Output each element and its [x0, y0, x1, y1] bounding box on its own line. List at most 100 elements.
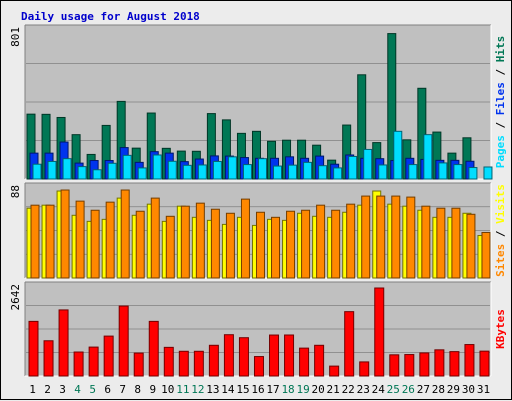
bar-sites-day-1 [30, 204, 40, 279]
x-tick-day-15: 15 [236, 383, 249, 396]
x-tick-day-11: 11 [176, 383, 189, 396]
y-max-label: 2642 [9, 284, 22, 311]
bar-pages-day-20 [318, 165, 328, 180]
panel-kbytes: 2642 KBytes [9, 281, 507, 377]
bar-sites-day-12 [195, 202, 205, 279]
bar-sites-day-6 [105, 201, 115, 279]
x-tick-day-26: 26 [402, 383, 415, 396]
x-axis-day-labels: 1 2 3 4 5 6 7 8 9 10 11 12 13 14 15 16 17 18 19 20 21 22 23 24 2… [29, 383, 490, 396]
bar-kbytes-day-25 [389, 354, 400, 377]
bar-pages-day-25 [393, 130, 403, 180]
bar-pages-day-15 [242, 164, 252, 180]
legend-item-sites: Sites [494, 244, 507, 277]
y-max-label: 88 [9, 185, 22, 198]
legend-item-hits: Hits [494, 36, 507, 63]
bar-kbytes-day-29 [449, 351, 460, 377]
bar-sites-day-21 [331, 209, 341, 279]
x-tick-day-9: 9 [149, 383, 156, 396]
bar-pages-day-11 [182, 164, 192, 180]
chart-panels: 801 Pages / Files / Hits 88 Sites / Visits 2… [9, 24, 507, 377]
bar-kbytes-day-30 [464, 344, 475, 377]
bar-kbytes-day-15 [238, 337, 249, 377]
bar-kbytes-day-22 [344, 311, 355, 377]
bar-pages-day-26 [408, 164, 418, 180]
bar-pages-day-9 [152, 154, 162, 180]
bar-sites-day-28 [436, 207, 446, 279]
x-tick-day-27: 27 [417, 383, 430, 396]
bar-kbytes-day-21 [329, 365, 340, 377]
x-tick-day-28: 28 [432, 383, 445, 396]
x-tick-day-25: 25 [387, 383, 400, 396]
bar-pages-day-10 [167, 160, 177, 180]
bar-kbytes-day-24 [374, 287, 385, 377]
x-tick-day-23: 23 [357, 383, 370, 396]
bar-kbytes-day-6 [103, 335, 114, 377]
bar-kbytes-day-3 [58, 309, 69, 377]
x-tick-day-6: 6 [104, 383, 111, 396]
bar-sites-day-19 [301, 209, 311, 279]
bar-sites-day-23 [361, 195, 371, 279]
legend-kbytes: KBytes [494, 309, 507, 349]
bar-sites-day-14 [225, 212, 235, 279]
bar-pages-day-22 [348, 155, 358, 180]
legend-visits-sites: Sites / Visits [494, 184, 507, 277]
bar-sites-day-7 [120, 189, 130, 279]
panel-visits-sites: 88 Sites / Visits [9, 182, 507, 279]
bar-kbytes-day-5 [88, 346, 99, 377]
x-tick-day-13: 13 [206, 383, 219, 396]
bar-kbytes-day-2 [43, 340, 54, 377]
legend-item-kbytes: KBytes [494, 309, 507, 349]
x-tick-day-8: 8 [134, 383, 141, 396]
bar-kbytes-day-28 [434, 349, 445, 377]
bar-pages-day-12 [197, 164, 207, 180]
x-tick-day-5: 5 [89, 383, 96, 396]
x-tick-day-31: 31 [477, 383, 490, 396]
bar-pages-day-29 [453, 164, 463, 180]
x-tick-day-7: 7 [119, 383, 126, 396]
bar-kbytes-day-31 [479, 350, 490, 377]
panel-hits-files-pages: 801 Pages / Files / Hits [9, 24, 507, 180]
y-max-label: 801 [9, 27, 22, 47]
x-tick-day-18: 18 [281, 383, 294, 396]
x-tick-day-2: 2 [44, 383, 51, 396]
bar-kbytes-day-12 [193, 350, 204, 377]
bar-sites-day-29 [451, 207, 461, 279]
bar-kbytes-day-7 [118, 305, 129, 377]
bar-sites-day-18 [286, 210, 296, 279]
bar-pages-day-5 [92, 169, 102, 180]
x-tick-day-17: 17 [266, 383, 279, 396]
bar-kbytes-day-20 [314, 344, 325, 377]
x-tick-day-30: 30 [462, 383, 475, 396]
bar-sites-day-30 [466, 213, 476, 279]
legend-item-pages: Pages [494, 135, 507, 168]
bar-kbytes-day-19 [299, 347, 310, 377]
bar-sites-day-9 [150, 197, 160, 279]
bar-sites-day-25 [391, 195, 401, 279]
legend-separator: / [494, 224, 507, 244]
x-tick-day-19: 19 [296, 383, 309, 396]
bar-pages-day-23 [363, 148, 373, 180]
bar-kbytes-day-23 [359, 361, 370, 377]
x-tick-day-10: 10 [161, 383, 174, 396]
bar-sites-day-15 [240, 198, 250, 279]
bar-sites-day-16 [255, 211, 265, 279]
x-tick-day-21: 21 [327, 383, 340, 396]
bar-pages-day-14 [227, 156, 237, 180]
bar-kbytes-day-14 [223, 334, 234, 377]
bar-sites-day-26 [406, 196, 416, 279]
bar-pages-day-19 [303, 161, 313, 180]
bar-pages-day-6 [107, 162, 117, 180]
bar-kbytes-day-11 [178, 350, 189, 377]
x-tick-day-14: 14 [221, 383, 235, 396]
legend-hits-files-pages: Pages / Files / Hits [494, 36, 507, 169]
bar-sites-day-20 [316, 204, 326, 279]
bar-sites-day-5 [90, 209, 100, 279]
bar-kbytes-day-16 [253, 356, 264, 377]
bar-kbytes-day-17 [269, 334, 280, 377]
bar-pages-day-7 [122, 154, 132, 180]
series-pages [32, 130, 493, 180]
bar-kbytes-day-10 [163, 346, 174, 377]
bar-sites-day-11 [180, 205, 190, 279]
bar-sites-day-8 [135, 210, 145, 279]
bar-pages-day-3 [62, 158, 72, 180]
